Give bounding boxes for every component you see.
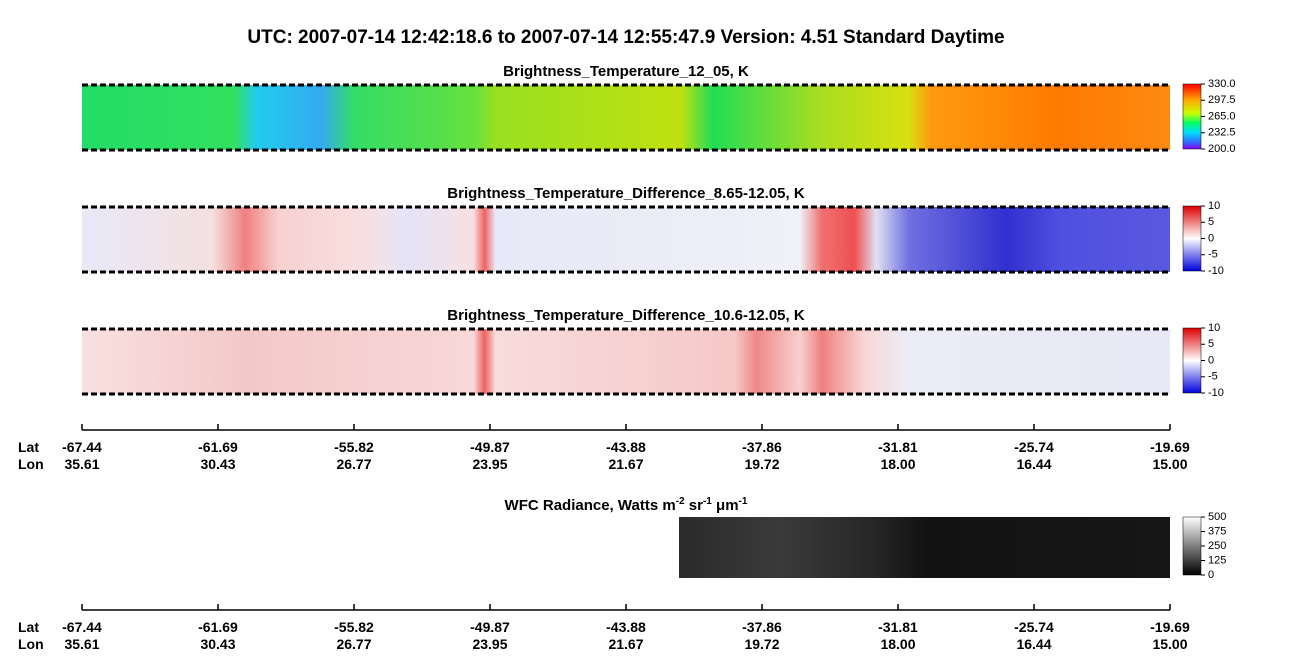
lat-value: -49.87 — [470, 619, 510, 635]
colorbar-label: 125 — [1208, 554, 1226, 566]
colorbar-label: -10 — [1208, 265, 1224, 277]
colorbar-label: 5 — [1208, 216, 1214, 228]
page-title: UTC: 2007-07-14 12:42:18.6 to 2007-07-14… — [247, 27, 1004, 48]
title-part: sr — [685, 497, 704, 514]
lon-value: 16.44 — [1016, 636, 1051, 652]
colorbar-label: 250 — [1208, 540, 1226, 552]
lon-value: 21.67 — [608, 636, 643, 652]
lat-value: -19.69 — [1150, 439, 1190, 455]
lon-label: Lon — [18, 636, 44, 652]
lat-value: -43.88 — [606, 439, 646, 455]
lon-value: 19.72 — [744, 456, 779, 472]
colorbar-label: 330.0 — [1208, 78, 1236, 90]
lat-value: -25.74 — [1014, 619, 1054, 635]
lon-value: 23.95 — [472, 636, 507, 652]
colorbar-label: 265.0 — [1208, 110, 1236, 122]
lat-value: -55.82 — [334, 619, 374, 635]
lon-value: 19.72 — [744, 636, 779, 652]
colorbar — [1182, 516, 1202, 576]
colorbar — [1182, 327, 1202, 394]
lat-value: -37.86 — [742, 439, 782, 455]
title-part: -1 — [739, 496, 748, 507]
lat-label: Lat — [18, 439, 39, 455]
lat-value: -67.44 — [62, 619, 102, 635]
lat-value: -31.81 — [878, 619, 918, 635]
lat-value: -49.87 — [470, 439, 510, 455]
panel-title: Brightness_Temperature_Difference_8.65-1… — [447, 185, 805, 202]
lon-value: 30.43 — [200, 456, 235, 472]
colorbar-label: 0 — [1208, 569, 1214, 581]
lat-label: Lat — [18, 619, 39, 635]
colorbar — [1182, 205, 1202, 272]
lon-label: Lon — [18, 456, 44, 472]
lat-value: -61.69 — [198, 439, 238, 455]
colorbar-label: 232.5 — [1208, 127, 1236, 139]
title-part: -1 — [703, 496, 712, 507]
lon-value: 15.00 — [1152, 456, 1187, 472]
lon-value: 15.00 — [1152, 636, 1187, 652]
colorbar-label: 10 — [1208, 200, 1220, 212]
lat-value: -19.69 — [1150, 619, 1190, 635]
panel-title: Brightness_Temperature_12_05, K — [503, 63, 749, 80]
panel-title: WFC Radiance, Watts m-2 sr-1 μm-1 — [505, 496, 748, 514]
lon-value: 30.43 — [200, 636, 235, 652]
lat-value: -37.86 — [742, 619, 782, 635]
wfc-image — [679, 517, 1170, 578]
lon-value: 26.77 — [336, 456, 371, 472]
lon-value: 26.77 — [336, 636, 371, 652]
lat-value: -43.88 — [606, 619, 646, 635]
colorbar-label: 500 — [1208, 511, 1226, 523]
lat-value: -31.81 — [878, 439, 918, 455]
colorbar-label: -10 — [1208, 387, 1224, 399]
lon-value: 23.95 — [472, 456, 507, 472]
colorbar-label: 0 — [1208, 232, 1214, 244]
title-part: WFC Radiance, Watts m — [505, 497, 676, 514]
colorbar-label: 200.0 — [1208, 143, 1236, 155]
colorbar-label: 0 — [1208, 354, 1214, 366]
image-strip — [82, 329, 1170, 394]
lon-value: 18.00 — [880, 456, 915, 472]
title-part: -2 — [676, 496, 685, 507]
colorbar-label: 10 — [1208, 322, 1220, 334]
lat-value: -61.69 — [198, 619, 238, 635]
colorbar-label: 5 — [1208, 338, 1214, 350]
colorbar-label: -5 — [1208, 249, 1218, 261]
lat-value: -67.44 — [62, 439, 102, 455]
colorbar-label: -5 — [1208, 371, 1218, 383]
lat-value: -25.74 — [1014, 439, 1054, 455]
lon-value: 35.61 — [64, 456, 99, 472]
colorbar-label: 375 — [1208, 525, 1226, 537]
lon-value: 21.67 — [608, 456, 643, 472]
image-strip — [82, 85, 1170, 150]
lon-value: 18.00 — [880, 636, 915, 652]
panel-title: Brightness_Temperature_Difference_10.6-1… — [447, 307, 805, 324]
lon-value: 16.44 — [1016, 456, 1051, 472]
colorbar-label: 297.5 — [1208, 94, 1236, 106]
title-part: μm — [712, 497, 739, 514]
lon-value: 35.61 — [64, 636, 99, 652]
colorbar — [1182, 83, 1202, 150]
lat-value: -55.82 — [334, 439, 374, 455]
image-strip — [82, 207, 1170, 272]
